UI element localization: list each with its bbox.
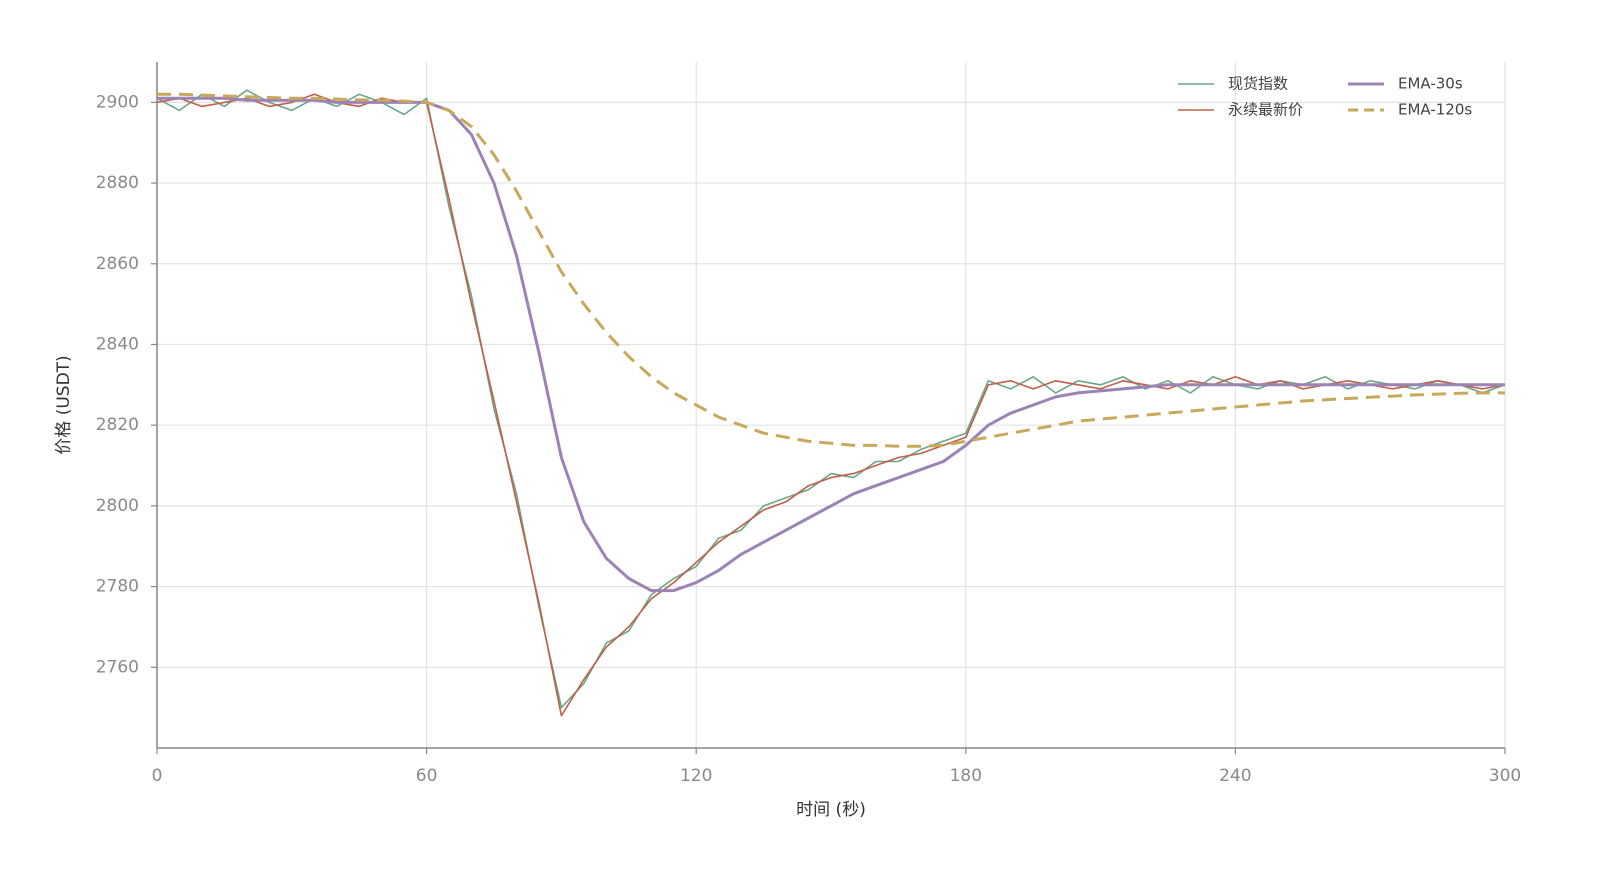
y-tick-label: 2840 (96, 334, 139, 354)
x-tick-label: 0 (152, 766, 163, 786)
x-tick-label: 300 (1489, 766, 1521, 786)
x-tick-label: 180 (950, 766, 982, 786)
legend-label: 永续最新价 (1228, 101, 1303, 119)
series-line (157, 96, 1505, 593)
y-axis-label: 价格 (USDT) (54, 355, 74, 454)
y-tick-label: 2880 (96, 173, 139, 193)
series-line (156, 93, 1506, 717)
y-tick-label: 2800 (96, 496, 139, 516)
y-tick-label: 2820 (96, 415, 139, 435)
y-tick-label: 2780 (96, 577, 139, 597)
x-tick-label: 60 (416, 766, 438, 786)
y-tick-label: 2900 (96, 92, 139, 112)
legend-label: 现货指数 (1228, 75, 1288, 93)
legend-label: EMA-120s (1398, 101, 1472, 119)
x-tick-label: 240 (1219, 766, 1251, 786)
series-line (157, 92, 1505, 448)
y-tick-label: 2860 (96, 254, 139, 274)
x-axis-label: 时间 (秒) (796, 800, 866, 820)
legend-label: EMA-30s (1398, 75, 1463, 93)
y-tick-label: 2760 (96, 657, 139, 677)
x-tick-label: 120 (680, 766, 712, 786)
